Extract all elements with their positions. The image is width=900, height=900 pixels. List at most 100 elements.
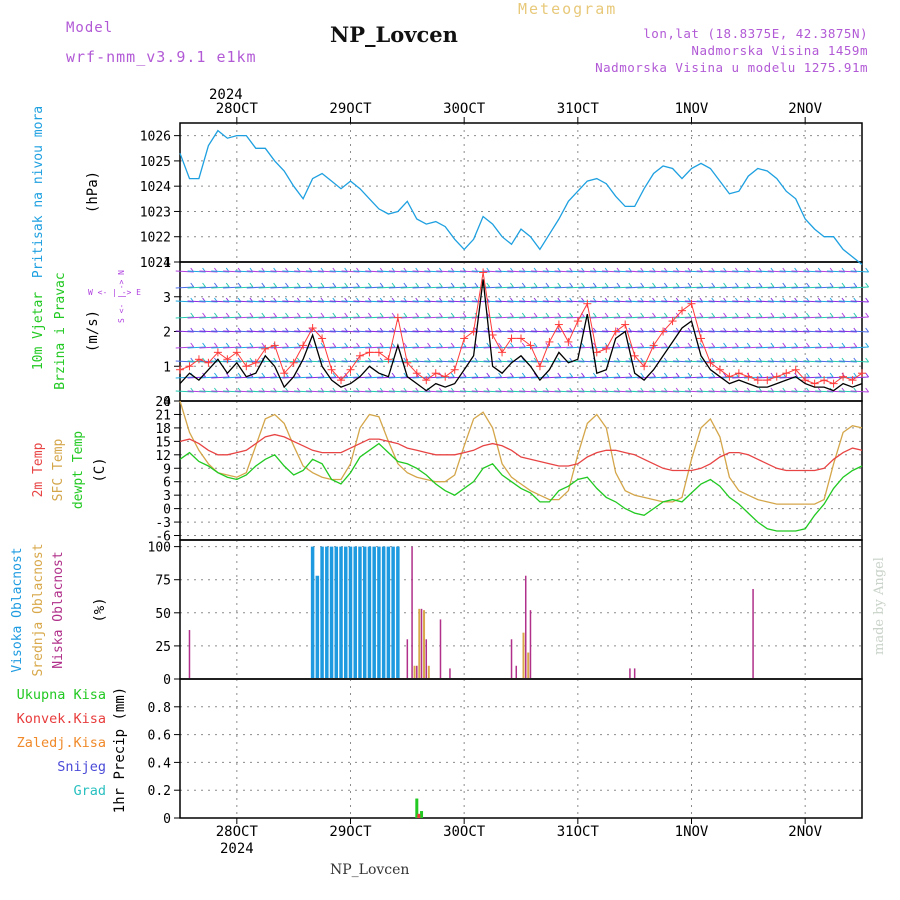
- wind-barb: [495, 330, 514, 333]
- wind-barb: [356, 342, 360, 348]
- cloud-bar: [362, 546, 367, 678]
- wind-barb: [353, 300, 372, 303]
- wind-barb: [744, 330, 763, 333]
- model-altitude-label: Nadmorska Visina u modelu 1275.91m: [595, 60, 868, 75]
- wind-axis-label: 10m Vjetar: [31, 292, 46, 370]
- wind-barb: [305, 330, 325, 333]
- wind-barb: [853, 312, 858, 318]
- wind-barb: [533, 342, 538, 348]
- wind-barb: [815, 346, 834, 349]
- wind-barb: [696, 270, 715, 273]
- cloud-bar: [413, 665, 416, 678]
- wind-barb: [273, 372, 278, 378]
- wind-barb: [734, 312, 739, 318]
- wind-barb: [601, 346, 621, 349]
- wind-barb: [521, 372, 526, 378]
- wind-barb: [791, 360, 810, 363]
- wind-barb: [542, 390, 561, 393]
- wind-barb: [483, 300, 502, 303]
- wind-barb: [672, 376, 692, 379]
- wind-barb: [865, 357, 870, 363]
- wind-barb: [744, 376, 763, 379]
- wind-barb: [507, 316, 526, 319]
- wind-barb: [601, 390, 621, 393]
- wind-barb: [779, 286, 798, 289]
- wind-barb: [356, 372, 360, 378]
- x-tick-label-top: 2NOV: [788, 101, 822, 117]
- wind-barb: [305, 270, 325, 273]
- wind-barb: [533, 282, 538, 288]
- wind-barb: [223, 376, 242, 379]
- cloud-bar: [386, 546, 391, 678]
- temp2m-axis-label: 2m Temp: [31, 442, 46, 497]
- wind-barb: [601, 286, 621, 289]
- low-cloud-axis-label: Niska Oblacnost: [51, 551, 66, 668]
- wind-barb: [850, 300, 869, 303]
- wind-barb: [270, 390, 289, 393]
- wind-barb: [412, 316, 431, 319]
- wind-barb: [438, 342, 443, 348]
- wind-barb: [341, 330, 360, 333]
- wind-barb: [815, 316, 834, 319]
- wind-barb: [474, 282, 479, 288]
- cloud-bar: [344, 546, 348, 678]
- wind-barb: [483, 390, 502, 393]
- y-tick-label: 1021: [140, 256, 171, 271]
- wind-barb: [223, 286, 242, 289]
- wind-barb: [400, 316, 419, 319]
- wind-barb: [720, 360, 739, 363]
- y-tick-label: 100: [148, 541, 171, 556]
- wind-barb: [459, 390, 478, 393]
- wind-barb: [782, 342, 787, 348]
- wind-barb: [545, 282, 550, 288]
- wind-barb: [590, 390, 609, 393]
- wind-barb: [282, 300, 301, 303]
- lonlat-label: lon,lat (18.8375E, 42.3875N): [643, 26, 868, 41]
- x-tick-label-bottom: 30OCT: [443, 824, 486, 840]
- wind-barb: [223, 270, 242, 273]
- footer-title: NP_Lovcen: [330, 862, 410, 878]
- wind-barb: [462, 282, 467, 288]
- y-tick-label: 0.6: [148, 729, 171, 744]
- wind-barb: [246, 300, 265, 303]
- wind-barb: [391, 312, 396, 318]
- cloud-bar: [515, 665, 518, 678]
- wind-barb: [495, 300, 514, 303]
- wind-unit-label: (m/s): [85, 310, 101, 352]
- wind-barb: [187, 300, 206, 303]
- wind-barb: [285, 282, 289, 288]
- wind-barb: [661, 286, 680, 289]
- wind-barb: [767, 270, 786, 273]
- wind-barb: [246, 376, 265, 379]
- wind-barb: [838, 286, 857, 289]
- precip-bar: [415, 798, 419, 818]
- wind-barb: [779, 330, 798, 333]
- cloud-bar: [396, 546, 400, 678]
- wind-barb: [613, 376, 632, 379]
- wind-barb: [249, 312, 254, 318]
- wind-compass-we: W <- | -> E: [88, 288, 141, 297]
- wind-barb: [649, 286, 668, 289]
- wind-barb: [708, 390, 727, 393]
- wind-barb: [755, 286, 774, 289]
- wind-barb: [294, 286, 313, 289]
- wind-barb: [294, 270, 313, 273]
- wind-barb: [483, 316, 502, 319]
- wind-barb: [329, 316, 348, 319]
- wind-barb: [427, 282, 431, 288]
- precip-bar: [420, 811, 424, 818]
- wind-barb: [746, 312, 751, 318]
- wind-barb: [376, 360, 396, 363]
- wind-barb: [687, 342, 692, 348]
- wind-barb: [744, 300, 763, 303]
- wind-barb: [412, 286, 431, 289]
- wind-barb: [459, 300, 478, 303]
- wind-barb: [519, 300, 538, 303]
- wind-barb: [211, 286, 230, 289]
- wind-barb: [696, 390, 715, 393]
- wind-barb: [767, 316, 786, 319]
- wind-barb: [270, 330, 289, 333]
- wind-barb: [412, 360, 431, 363]
- wind-barb: [448, 346, 467, 349]
- wind-barb: [376, 300, 396, 303]
